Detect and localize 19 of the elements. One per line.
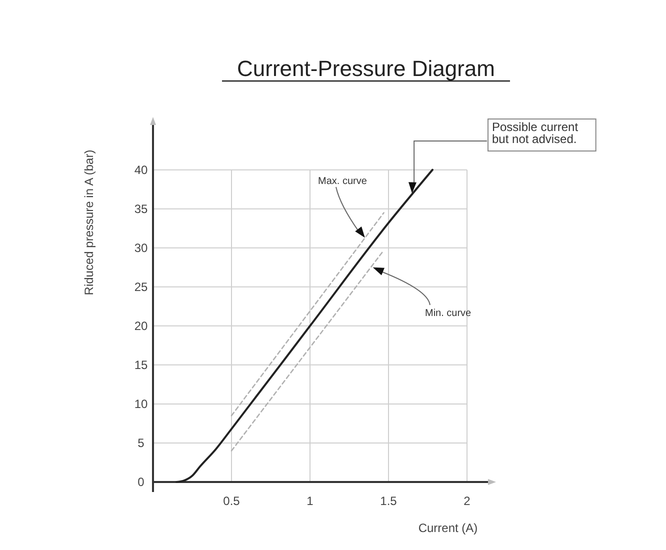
y-axis-title: Riduced pressure in A (bar): [82, 150, 96, 296]
chart-title: Current-Pressure Diagram: [237, 56, 495, 81]
y-tick-label: 10: [134, 396, 148, 411]
y-tick-label: 25: [134, 280, 148, 294]
y-tick-label: 30: [134, 240, 148, 255]
annotation: Possible current but not advised.: [492, 120, 579, 146]
y-tick-label: 0: [138, 475, 145, 489]
y-tick-label: 15: [134, 358, 148, 372]
annotation: Max. curve: [318, 176, 368, 187]
x-tick-label: 2: [464, 494, 471, 508]
x-tick-label: 1: [306, 494, 314, 508]
x-tick-label: 0.5: [223, 494, 240, 508]
x-axis-title: Current (A): [418, 521, 478, 535]
y-tick-label: 20: [134, 318, 148, 333]
y-tick-label: 35: [134, 202, 148, 216]
y-tick-label: 40: [134, 162, 148, 177]
y-tick-label: 5: [138, 436, 145, 450]
annotation: Min. curve: [425, 308, 472, 319]
x-tick-label: 1.5: [380, 494, 398, 508]
